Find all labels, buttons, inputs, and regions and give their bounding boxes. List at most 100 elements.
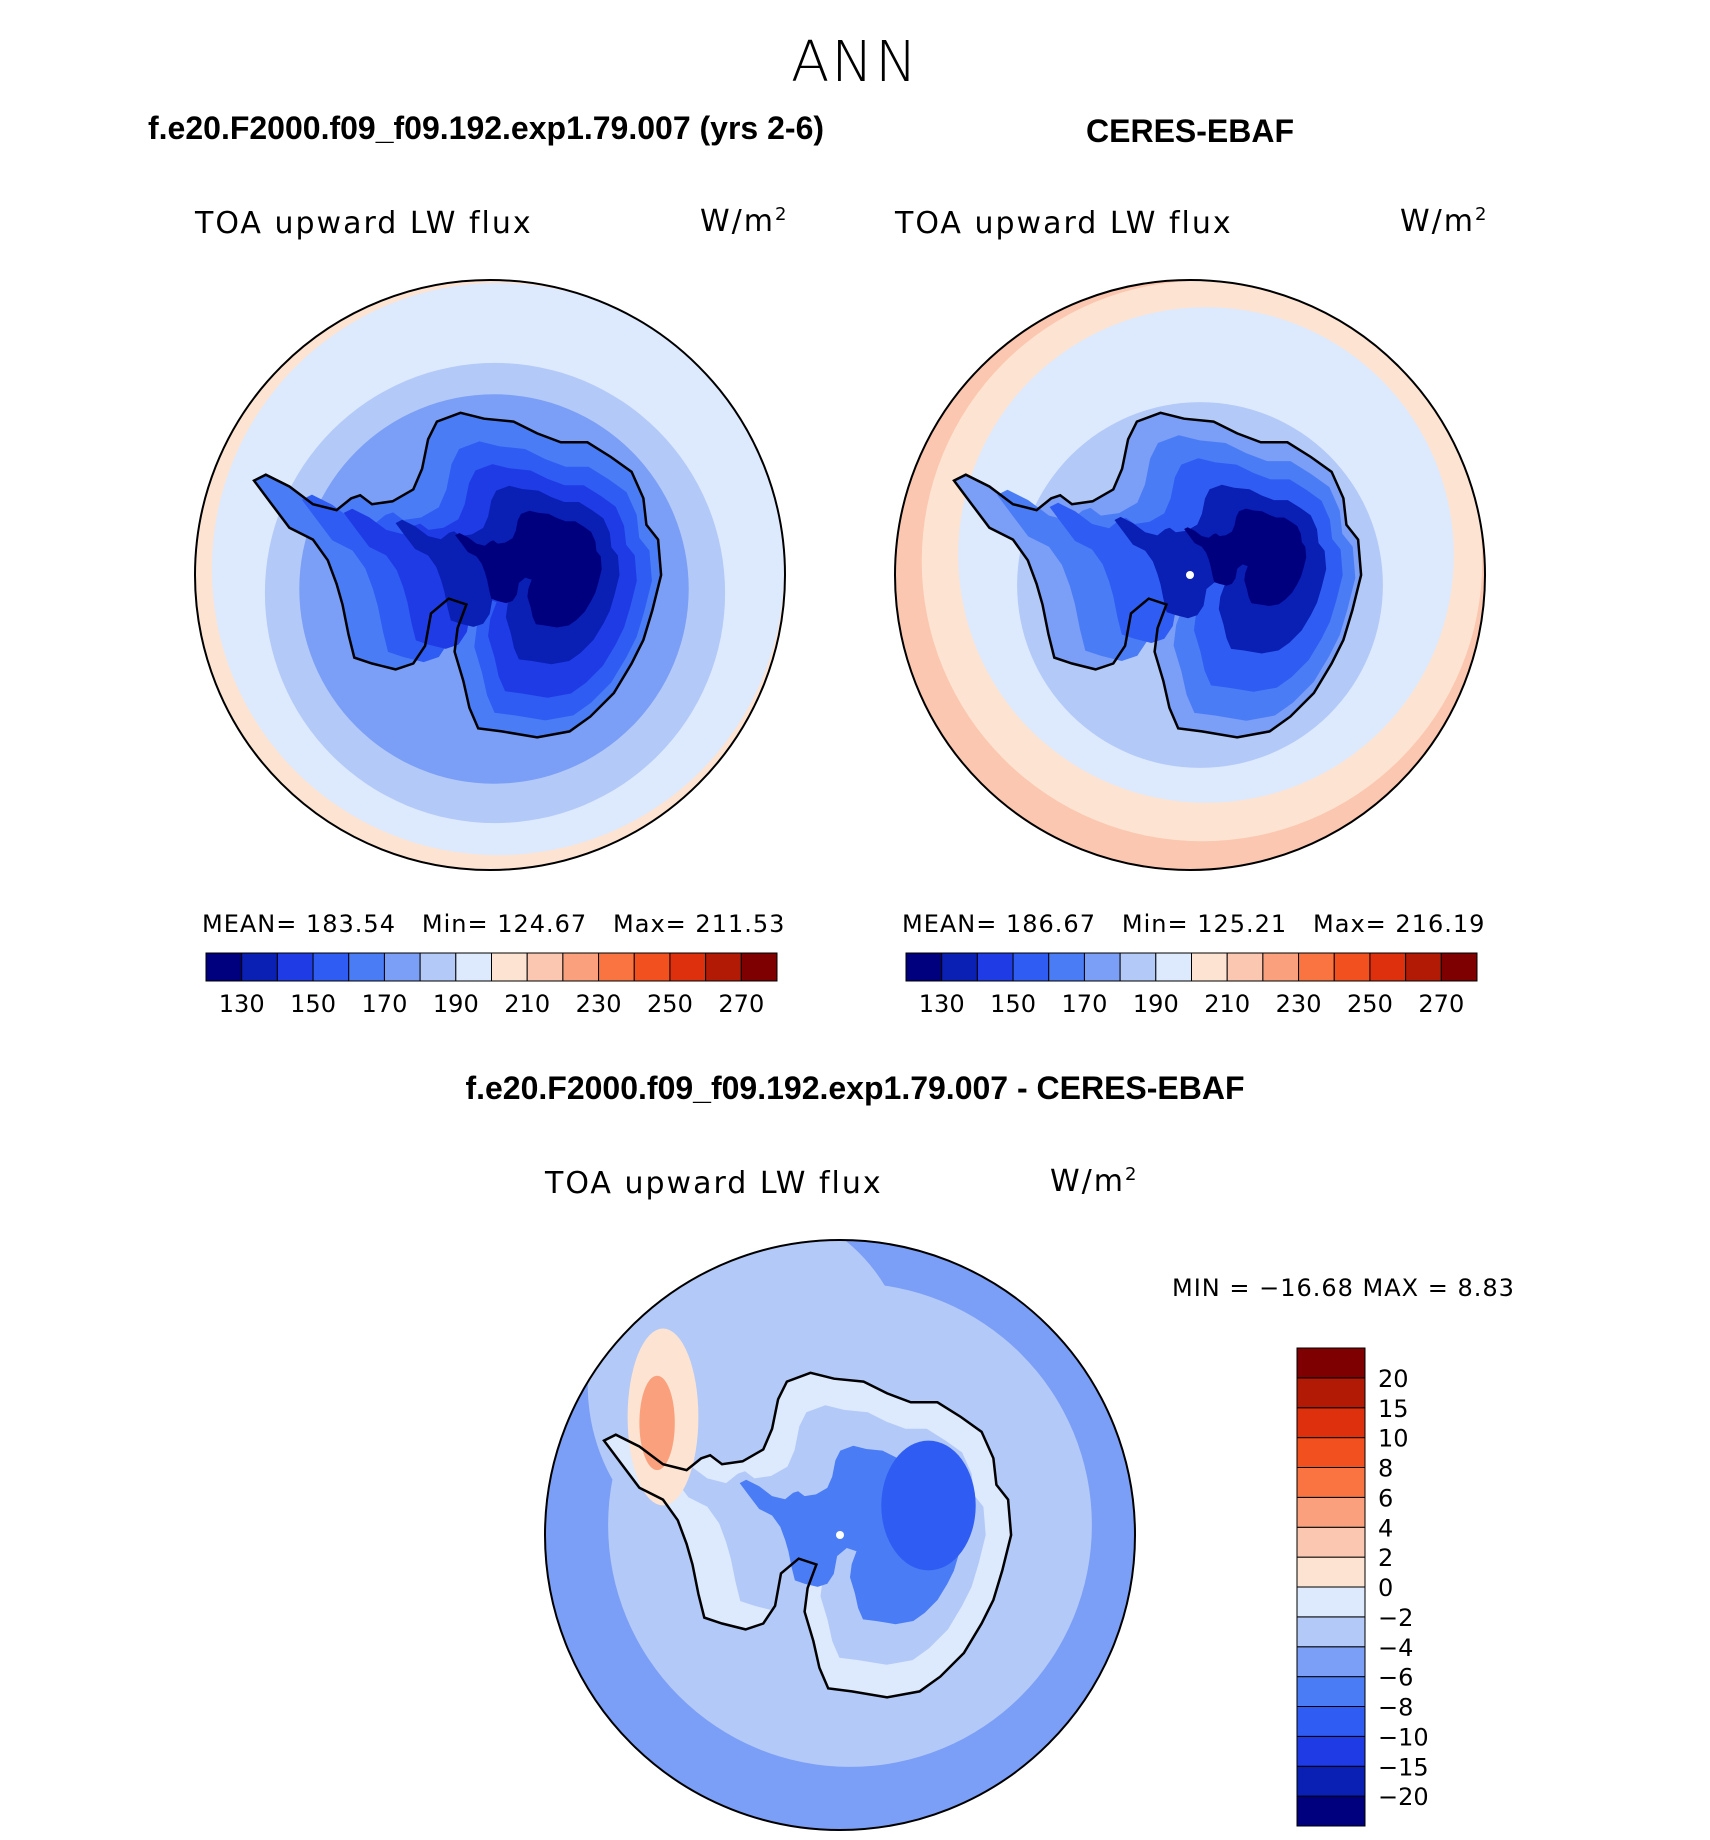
cbar2-swatch-0 [905,952,943,982]
map2-coastline [952,411,1363,739]
diff-colorbar-swatch-0 [1296,1795,1366,1827]
diff-stats: MIN = −16.68 MAX = 8.83 [1172,1274,1515,1302]
cbar2-swatch-11 [1298,952,1335,982]
cbar2-tick-2: 170 [1062,990,1108,1018]
cbar2-tick-7: 270 [1418,990,1464,1018]
panel2-stats: MEAN= 186.67 Min= 125.21 Max= 216.19 [902,910,1486,938]
diff-colorbar-tick-4: −6 [1378,1664,1413,1692]
cbar1-tick-3: 190 [433,990,479,1018]
panel1-map [194,279,786,871]
cbar1-swatch-7 [455,952,492,982]
cbar2-swatch-5 [1083,952,1121,982]
panel1-units-label: W/m2 [700,204,789,239]
map1-coastline [252,411,663,739]
diff-colorbar-tick-6: −2 [1378,1604,1413,1632]
panel2-mean: 186.67 [1005,910,1096,938]
diff-colorbar-swatch-1 [1296,1765,1366,1797]
diff-map [544,1239,1136,1831]
panel2-units-label: W/m2 [1400,204,1489,239]
panel1-variable-label: TOA upward LW flux [195,206,533,241]
map1-border [194,279,786,871]
cbar2-swatch-8 [1191,952,1228,982]
cbar1-swatch-14 [705,952,742,982]
diff-colorbar-tick-14: 20 [1378,1365,1409,1393]
cbar1-tick-5: 230 [576,990,622,1018]
cbar1-swatch-3 [312,952,350,982]
diff-title: f.e20.F2000.f09_f09.192.exp1.79.007 - CE… [465,1070,1245,1106]
diff-colorbar-tick-7: 0 [1378,1574,1393,1602]
diff-colorbar-tick-10: 6 [1378,1484,1393,1512]
panel2-map [894,279,1486,871]
cbar2-tick-3: 190 [1133,990,1179,1018]
diff-colorbar-tick-11: 8 [1378,1455,1393,1483]
diff-colorbar-swatch-4 [1296,1676,1366,1707]
cbar2-tick-5: 230 [1276,990,1322,1018]
cbar1-swatch-8 [491,952,528,982]
diff-colorbar-swatch-11 [1296,1467,1366,1498]
panel2-variable-label: TOA upward LW flux [895,206,1233,241]
cbar1-swatch-2 [276,952,314,982]
map3-coastline [602,1371,1013,1699]
map2-pole-marker [1186,571,1194,579]
diff-variable-label: TOA upward LW flux [545,1166,883,1201]
cbar2-swatch-6 [1119,952,1157,982]
cbar2-swatch-13 [1369,952,1407,982]
cbar2-tick-4: 210 [1204,990,1250,1018]
cbar2-swatch-15 [1440,952,1478,982]
cbar2-swatch-4 [1048,952,1085,982]
cbar1-swatch-13 [669,952,707,982]
cbar1-tick-4: 210 [504,990,550,1018]
diff-colorbar-swatch-2 [1296,1735,1366,1767]
diff-colorbar-swatch-10 [1296,1496,1366,1528]
cbar2-tick-0: 130 [919,990,965,1018]
diff-units-label: W/m2 [1050,1164,1139,1199]
cbar1-tick-6: 250 [647,990,693,1018]
diff-colorbar-swatch-8 [1296,1556,1366,1588]
map2-contour-4 [1184,508,1307,606]
panel1-min: 124.67 [497,910,588,938]
diff-colorbar-swatch-7 [1296,1586,1366,1618]
diff-colorbar-tick-1: −15 [1378,1753,1429,1781]
panel1-max: 211.53 [695,910,786,938]
cbar2-swatch-12 [1333,952,1371,982]
diff-colorbar-tick-2: −10 [1378,1723,1429,1751]
cbar1-swatch-11 [598,952,635,982]
cbar2-tick-6: 250 [1347,990,1393,1018]
cbar1-swatch-5 [383,952,421,982]
diff-colorbar-tick-3: −8 [1378,1694,1413,1722]
map3-border [544,1239,1136,1831]
map2-border [894,279,1486,871]
panel1-mean: 183.54 [305,910,396,938]
cbar1-swatch-10 [562,952,600,982]
panel2-title: CERES-EBAF [1086,113,1295,149]
cbar1-tick-0: 130 [219,990,265,1018]
panel1-stats: MEAN= 183.54 Min= 124.67 Max= 211.53 [202,910,786,938]
cbar1-swatch-4 [348,952,385,982]
panel1-colorbar: 130 150 170 190 210 230 250 270 [205,952,778,1018]
cbar1-swatch-9 [526,952,564,982]
cbar2-tick-1: 150 [990,990,1036,1018]
cbar1-swatch-1 [241,952,278,982]
cbar2-swatch-3 [1012,952,1050,982]
cbar1-swatch-0 [205,952,243,982]
diff-colorbar-swatch-14 [1296,1377,1366,1409]
cbar2-swatch-9 [1226,952,1264,982]
cbar1-swatch-6 [419,952,457,982]
cbar2-swatch-10 [1262,952,1300,982]
diff-colorbar-tick-9: 4 [1378,1514,1393,1542]
cbar2-swatch-14 [1405,952,1442,982]
map1-contour-4 [455,510,602,628]
diff-colorbar-swatch-3 [1296,1706,1366,1737]
cbar1-tick-1: 150 [290,990,336,1018]
diff-colorbar-tick-13: 15 [1378,1395,1409,1423]
diff-colorbar-swatch-5 [1296,1646,1366,1678]
panel2-max: 216.19 [1395,910,1486,938]
map3-warm-anomaly-inner [639,1375,675,1471]
cbar1-tick-7: 270 [718,990,764,1018]
diff-colorbar-tick-8: 2 [1378,1544,1393,1572]
diff-colorbar-tick-12: 10 [1378,1425,1409,1453]
panel2-min: 125.21 [1197,910,1288,938]
diff-colorbar-swatch-6 [1296,1616,1366,1648]
map3-cold-anomaly [881,1440,976,1571]
